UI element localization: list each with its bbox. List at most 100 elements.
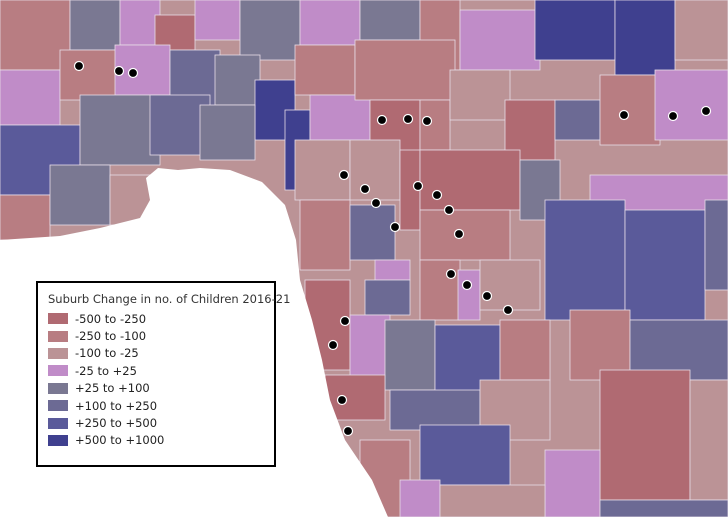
location-marker <box>327 339 339 351</box>
map-legend: Suburb Change in no. of Children 2016-21… <box>36 281 291 467</box>
suburb-region <box>0 69 61 126</box>
suburb-region <box>614 0 676 76</box>
legend-label: +100 to +250 <box>75 398 158 413</box>
location-marker <box>412 180 424 192</box>
suburb-region <box>374 259 411 281</box>
location-marker <box>338 169 350 181</box>
location-marker <box>127 67 139 79</box>
suburb-region <box>419 209 511 261</box>
suburb-region <box>674 0 728 61</box>
legend-label: +250 to +500 <box>75 416 158 431</box>
suburb-region <box>79 94 161 166</box>
location-marker <box>336 394 348 406</box>
suburb-region <box>419 259 461 321</box>
legend-swatch <box>48 313 68 325</box>
location-marker <box>376 114 388 126</box>
legend-item: -500 to -250 <box>48 310 274 327</box>
suburb-region <box>119 0 161 46</box>
legend-label: +25 to +100 <box>75 381 150 396</box>
suburb-region <box>0 0 71 71</box>
suburb-region <box>349 314 391 386</box>
suburb-region <box>59 49 121 101</box>
suburb-region <box>534 0 616 61</box>
legend-item: +250 to +500 <box>48 414 274 431</box>
legend-items: -500 to -250 -250 to -100 -100 to -25 -25 t… <box>48 310 274 449</box>
location-marker <box>453 228 465 240</box>
legend-item: +25 to +100 <box>48 380 274 397</box>
legend-title: Suburb Change in no. of Children 2016-21 <box>48 292 291 306</box>
legend-item: +100 to +250 <box>48 397 274 414</box>
location-markers <box>73 60 712 437</box>
suburb-region <box>419 149 521 211</box>
legend-swatch <box>48 365 68 377</box>
suburb-region <box>239 0 301 61</box>
legend-swatch <box>48 434 68 446</box>
suburb-region <box>599 499 728 517</box>
legend-swatch <box>48 382 68 394</box>
location-marker <box>461 279 473 291</box>
legend-swatch <box>48 400 68 412</box>
suburb-region <box>0 194 51 241</box>
legend-label: +500 to +1000 <box>75 433 165 448</box>
suburb-region <box>309 94 371 141</box>
suburb-region <box>449 69 511 121</box>
location-marker <box>73 60 85 72</box>
suburb-region <box>599 369 691 501</box>
suburb-region <box>299 0 361 46</box>
legend-item: +500 to +1000 <box>48 432 274 449</box>
location-marker <box>443 204 455 216</box>
location-marker <box>618 109 630 121</box>
suburb-region <box>69 0 121 51</box>
suburb-region <box>199 104 256 161</box>
suburb-region <box>384 319 436 391</box>
suburb-region <box>624 209 706 321</box>
suburb-region <box>439 484 546 517</box>
location-marker <box>359 183 371 195</box>
location-marker <box>402 113 414 125</box>
legend-item: -100 to -25 <box>48 345 274 362</box>
location-marker <box>445 268 457 280</box>
legend-label: -25 to +25 <box>75 363 137 378</box>
suburb-region <box>389 389 481 431</box>
suburb-region <box>689 379 728 501</box>
suburb-region <box>354 39 456 101</box>
suburb-region <box>544 199 626 321</box>
suburb-region <box>214 54 261 106</box>
suburb-region <box>194 0 241 41</box>
suburb-region <box>419 424 511 486</box>
legend-item: -250 to -100 <box>48 327 274 344</box>
suburb-region <box>349 204 396 261</box>
suburb-region <box>569 309 631 381</box>
legend-item: -25 to +25 <box>48 362 274 379</box>
location-marker <box>113 65 125 77</box>
suburb-region <box>704 199 728 291</box>
location-marker <box>339 315 351 327</box>
suburb-region <box>544 449 601 517</box>
legend-label: -500 to -250 <box>75 311 147 326</box>
legend-label: -100 to -25 <box>75 346 139 361</box>
location-marker <box>389 221 401 233</box>
suburb-region <box>294 139 351 201</box>
location-marker <box>502 304 514 316</box>
suburb-region <box>49 164 111 226</box>
suburb-region <box>364 279 411 316</box>
location-marker <box>700 105 712 117</box>
location-marker <box>421 115 433 127</box>
legend-swatch <box>48 330 68 342</box>
legend-swatch <box>48 347 68 359</box>
suburb-region <box>114 44 171 96</box>
legend-label: -250 to -100 <box>75 329 147 344</box>
location-marker <box>342 425 354 437</box>
suburb-region <box>457 269 481 321</box>
suburb-region <box>359 0 421 41</box>
location-marker <box>431 189 443 201</box>
suburb-region <box>349 139 401 201</box>
suburb-region <box>654 69 728 141</box>
location-marker <box>481 290 493 302</box>
suburb-region <box>599 74 661 146</box>
location-marker <box>667 110 679 122</box>
suburb-region <box>324 374 386 421</box>
suburb-region <box>299 199 351 271</box>
suburb-region <box>554 99 601 141</box>
suburb-region <box>459 9 541 71</box>
